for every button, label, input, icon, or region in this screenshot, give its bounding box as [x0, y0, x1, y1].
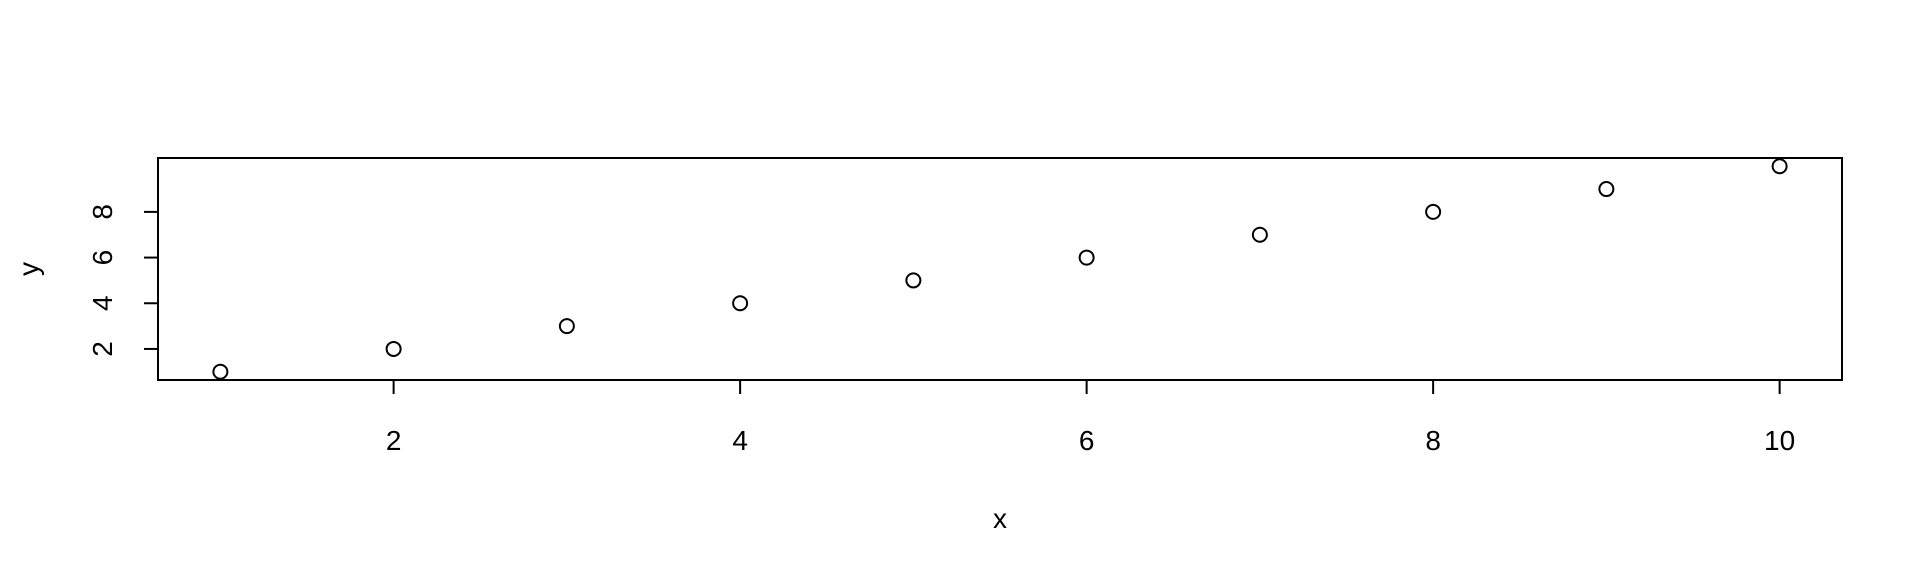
plot-box — [157, 157, 1843, 381]
x-axis: 2 4 6 8 10 — [386, 379, 1795, 456]
x-tick-label: 2 — [386, 425, 402, 456]
x-axis-title: x — [993, 503, 1007, 534]
x-tick-label: 4 — [732, 425, 748, 456]
data-point — [385, 340, 402, 357]
data-point — [558, 318, 575, 335]
data-point — [1425, 203, 1442, 220]
x-tick-label: 10 — [1764, 425, 1795, 456]
data-point — [1251, 226, 1268, 243]
data-point — [1078, 249, 1095, 266]
y-tick-label: 6 — [87, 250, 118, 266]
data-points — [212, 158, 1788, 380]
y-tick-label: 8 — [87, 204, 118, 220]
x-tick-label: 8 — [1425, 425, 1441, 456]
data-point — [1771, 158, 1788, 175]
y-tick-label: 4 — [87, 295, 118, 311]
data-point — [212, 363, 229, 380]
y-axis-title: y — [13, 262, 44, 276]
data-point — [732, 295, 749, 312]
y-axis: 2 4 6 8 — [87, 204, 159, 357]
data-point — [905, 272, 922, 289]
data-point — [1598, 181, 1615, 198]
y-tick-label: 2 — [87, 341, 118, 357]
x-tick-label: 6 — [1079, 425, 1095, 456]
